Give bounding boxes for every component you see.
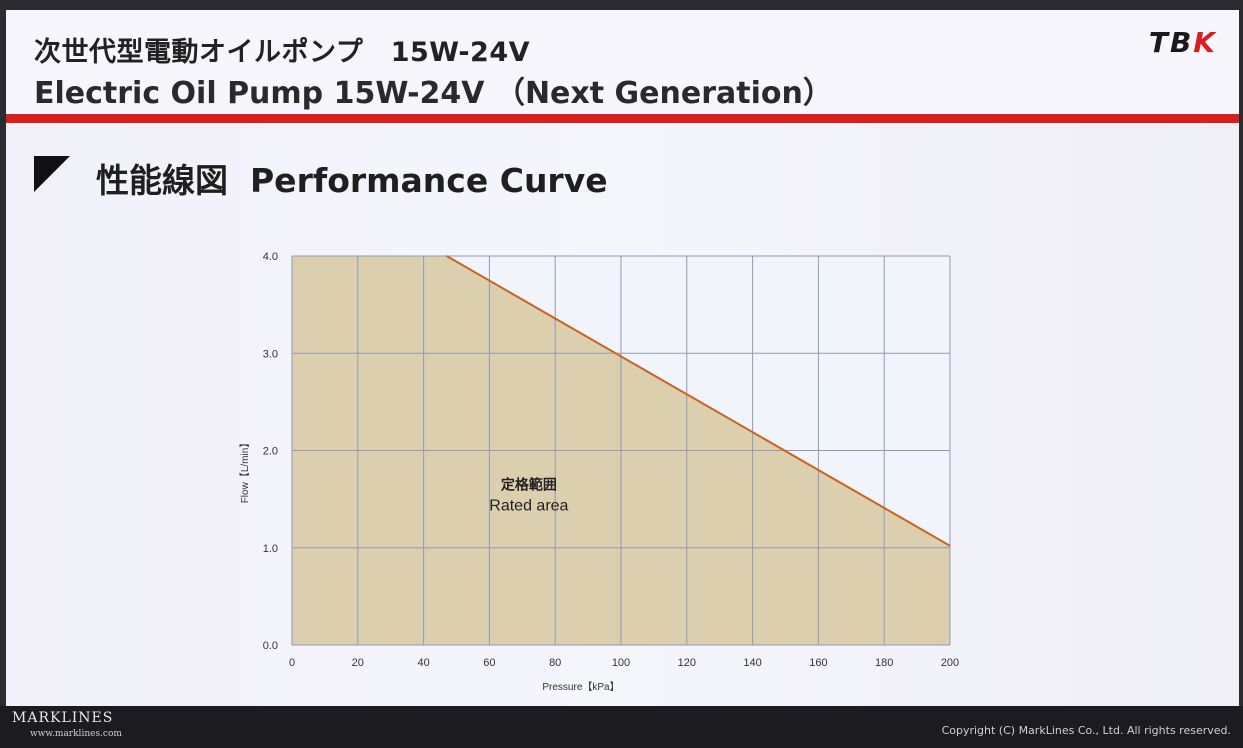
y-tick-label: 3.0: [263, 348, 278, 360]
x-tick-label: 160: [809, 657, 827, 669]
x-tick-label: 180: [875, 657, 893, 669]
footer-bar: [0, 706, 1243, 748]
rated-area-label-en: Rated area: [489, 497, 568, 514]
marklines-logo: MARKLINES: [12, 710, 114, 726]
title-english: Electric Oil Pump 15W-24V （Next Generati…: [34, 76, 833, 111]
header-divider: [6, 114, 1239, 123]
section-marker-icon: [34, 156, 70, 192]
copyright-text: Copyright (C) MarkLines Co., Ltd. All ri…: [941, 724, 1231, 737]
x-tick-label: 100: [612, 657, 630, 669]
y-tick-label: 2.0: [263, 446, 278, 458]
performance-curve-line: [446, 255, 951, 547]
x-tick-label: 80: [549, 657, 561, 669]
x-tick-label: 200: [941, 657, 959, 669]
tbk-logo: TBK: [1148, 26, 1217, 59]
x-tick-label: 60: [483, 657, 495, 669]
presentation-slide: 次世代型電動オイルポンプ 15W-24V Electric Oil Pump 1…: [6, 10, 1239, 706]
performance-curve-chart: 0 20 40 60 80 100 120 140 160 180 200 0.0 1.0 2.0 3.0 4…: [239, 251, 959, 693]
x-tick-label: 40: [417, 657, 429, 669]
slide-header: 次世代型電動オイルポンプ 15W-24V Electric Oil Pump 1…: [6, 10, 1239, 114]
section-title-jp: 性能線図: [96, 161, 228, 200]
x-axis-label: Pressure【kPa】: [542, 681, 619, 693]
section-title: 性能線図 Performance Curve: [96, 154, 608, 202]
x-tick-label: 120: [678, 657, 696, 669]
title-japanese: 次世代型電動オイルポンプ 15W-24V: [34, 37, 531, 68]
marklines-url: www.marklines.com: [30, 729, 122, 739]
x-tick-label: 140: [743, 657, 761, 669]
y-tick-label: 0.0: [263, 640, 278, 652]
y-axis-label: Flow【L/min】: [239, 438, 251, 504]
y-tick-label: 1.0: [263, 543, 278, 555]
section-title-en: Performance Curve: [250, 161, 608, 200]
rated-area-label-jp: 定格範囲: [501, 476, 557, 493]
x-tick-label: 20: [352, 657, 364, 669]
y-tick-label: 4.0: [263, 251, 278, 263]
x-tick-label: 0: [289, 657, 295, 669]
